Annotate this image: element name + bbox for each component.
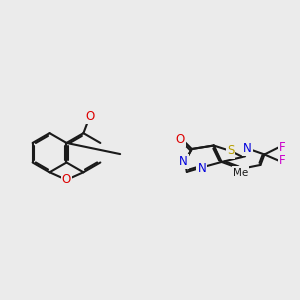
Text: O: O	[176, 133, 185, 146]
Text: Me: Me	[233, 168, 248, 178]
Text: N: N	[179, 155, 188, 168]
Text: O: O	[62, 173, 71, 186]
Text: S: S	[227, 145, 234, 158]
Text: F: F	[279, 140, 286, 154]
Text: O: O	[85, 110, 94, 123]
Text: N: N	[243, 142, 252, 155]
Text: N: N	[197, 162, 206, 175]
Text: F: F	[279, 154, 286, 167]
Text: O: O	[85, 110, 94, 123]
